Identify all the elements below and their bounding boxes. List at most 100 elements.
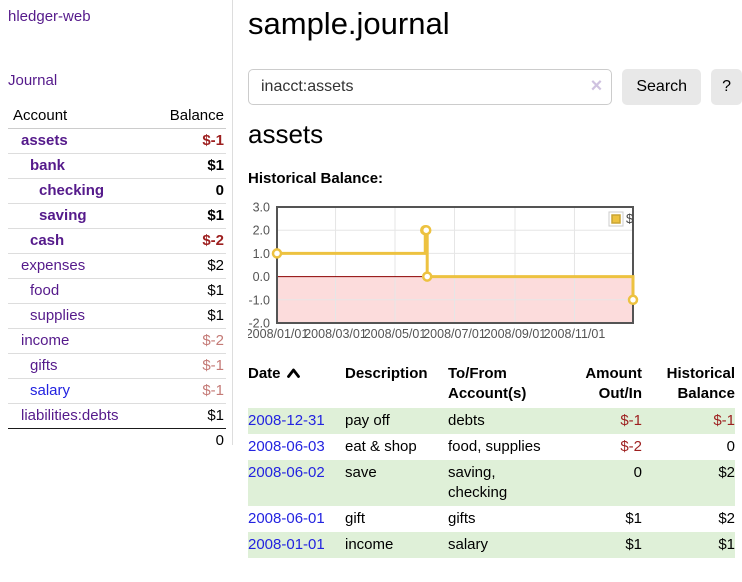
- sidebar: hledger-web Journal Account Balance asse…: [0, 0, 232, 453]
- account-row: salary $-1: [8, 378, 226, 404]
- account-link[interactable]: bank: [30, 157, 66, 174]
- account-row: supplies $1: [8, 303, 226, 329]
- register-header-amount: Amount Out/In: [585, 365, 642, 402]
- description-cell: save: [345, 464, 377, 481]
- amount-cell: $1: [625, 536, 642, 553]
- account-row: food $1: [8, 278, 226, 304]
- account-balance: $-1: [151, 128, 226, 154]
- account-balance: $1: [151, 403, 226, 429]
- description-cell: gift: [345, 510, 366, 527]
- accounts-total-row: 0: [8, 429, 226, 454]
- account-balance: $2: [151, 253, 226, 279]
- app-brand-link[interactable]: hledger-web: [8, 8, 91, 25]
- account-row: checking 0: [8, 178, 226, 204]
- register-header-date[interactable]: Date: [248, 365, 281, 382]
- svg-text:3.0: 3.0: [253, 201, 270, 215]
- register-header-accounts: To/From Account(s): [448, 365, 527, 402]
- account-balance: $1: [151, 303, 226, 329]
- register-row: 2008-06-02 save saving, checking 0 $2: [248, 460, 735, 506]
- transaction-date-link[interactable]: 2008-06-03: [248, 438, 325, 455]
- accounts-cell: food, supplies: [448, 438, 541, 455]
- amount-cell: $1: [625, 510, 642, 527]
- transaction-date-link[interactable]: 2008-01-01: [248, 536, 325, 553]
- account-balance: $-2: [151, 228, 226, 254]
- accounts-header-balance: Balance: [151, 105, 226, 129]
- svg-text:2008/07/01: 2008/07/01: [423, 327, 486, 341]
- account-link[interactable]: expenses: [21, 257, 86, 274]
- amount-cell: $-2: [620, 438, 642, 455]
- accounts-cell: debts: [448, 412, 485, 429]
- balance-cell: $-1: [713, 412, 735, 429]
- account-row: gifts $-1: [8, 353, 226, 379]
- account-link[interactable]: income: [21, 332, 70, 349]
- svg-text:2008/09/01: 2008/09/01: [484, 327, 547, 341]
- register-header-description: Description: [345, 365, 428, 382]
- svg-text:2008/01/01: 2008/01/01: [248, 327, 308, 341]
- account-link[interactable]: food: [30, 282, 60, 299]
- account-balance: $1: [151, 153, 226, 179]
- account-link[interactable]: saving: [39, 207, 87, 224]
- balance-cell: 0: [726, 438, 735, 455]
- svg-text:2008/05/01: 2008/05/01: [364, 327, 427, 341]
- balance-cell: $2: [718, 510, 735, 527]
- chart-heading: Historical Balance:: [248, 170, 384, 187]
- amount-cell: 0: [633, 464, 642, 481]
- account-balance: $-1: [151, 378, 226, 404]
- account-balance: $1: [151, 278, 226, 304]
- account-row: bank $1: [8, 153, 226, 179]
- account-balance: $1: [151, 203, 226, 229]
- sidebar-divider: [232, 0, 233, 445]
- account-row: saving $1: [8, 203, 226, 229]
- accounts-cell: gifts: [448, 510, 476, 527]
- svg-text:-1.0: -1.0: [248, 293, 270, 307]
- account-heading: assets: [248, 119, 324, 149]
- historical-balance-chart-svg: $3.0 2.0 1.0 0.0 -1.0 -2.02008/01/012008/03/0…: [246, 201, 639, 341]
- svg-text:2.0: 2.0: [253, 224, 270, 238]
- balance-cell: $1: [718, 536, 735, 553]
- account-row: expenses $2: [8, 253, 226, 279]
- account-link[interactable]: cash: [30, 232, 65, 249]
- svg-text:-2.0: -2.0: [248, 317, 270, 331]
- svg-text:$: $: [626, 211, 634, 226]
- balance-cell: $2: [718, 464, 735, 481]
- svg-text:2008/11/01: 2008/11/01: [544, 327, 606, 341]
- description-cell: pay off: [345, 412, 390, 429]
- help-button[interactable]: ?: [711, 69, 742, 105]
- accounts-cell: saving, checking: [448, 464, 508, 501]
- transaction-date-link[interactable]: 2008-06-01: [248, 510, 325, 527]
- svg-text:1.0: 1.0: [253, 247, 270, 261]
- account-link[interactable]: checking: [39, 182, 105, 199]
- description-cell: income: [345, 536, 394, 553]
- register-row: 2008-06-03 eat & shop food, supplies $-2 0: [248, 434, 735, 460]
- account-link[interactable]: supplies: [30, 307, 86, 324]
- historical-balance-chart: $3.0 2.0 1.0 0.0 -1.0 -2.0 2008/01/01 2008/03/0…: [246, 199, 742, 349]
- account-link[interactable]: salary: [30, 382, 71, 399]
- account-link[interactable]: liabilities:debts: [21, 407, 119, 424]
- sort-ascending-icon: [286, 365, 301, 385]
- account-balance: $-1: [151, 353, 226, 379]
- transaction-date-link[interactable]: 2008-12-31: [248, 412, 325, 429]
- account-link[interactable]: gifts: [30, 357, 58, 374]
- page-title: sample.journal: [248, 6, 450, 41]
- transaction-date-link[interactable]: 2008-06-02: [248, 464, 325, 481]
- account-row: assets $-1: [8, 128, 226, 154]
- search-form: × Search ?: [248, 69, 742, 105]
- description-cell: eat & shop: [345, 438, 417, 455]
- search-button[interactable]: Search: [622, 69, 702, 105]
- account-row: income $-2: [8, 328, 226, 354]
- account-link[interactable]: assets: [21, 132, 68, 149]
- register-row: 2008-12-31 pay off debts $-1 $-1: [248, 408, 735, 434]
- clear-search-icon[interactable]: ×: [590, 75, 603, 97]
- account-balance: $-2: [151, 328, 226, 354]
- accounts-header-account: Account: [8, 105, 152, 129]
- account-balance: 0: [151, 178, 226, 204]
- accounts-cell: salary: [448, 536, 489, 553]
- register-row: 2008-01-01 income salary $1 $1: [248, 532, 735, 558]
- svg-text:2008/03/01: 2008/03/01: [304, 327, 367, 341]
- svg-text:0.0: 0.0: [253, 270, 270, 284]
- search-input[interactable]: [248, 69, 613, 105]
- sidebar-item-journal[interactable]: Journal: [8, 72, 58, 89]
- main-panel: sample.journal × Search ? assets Histori…: [233, 0, 742, 558]
- account-row: liabilities:debts $1: [8, 403, 226, 429]
- account-row: cash $-2: [8, 228, 226, 254]
